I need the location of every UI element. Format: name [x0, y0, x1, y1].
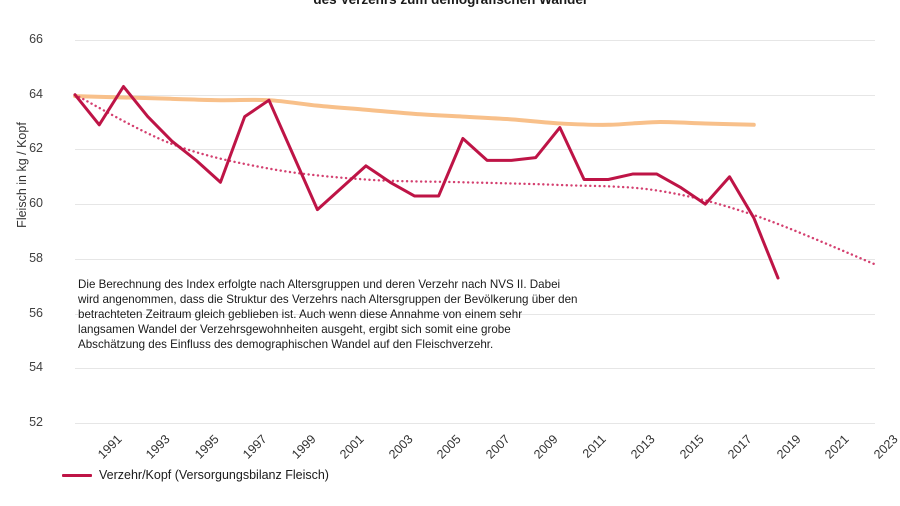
- x-axis-tick-label: 2015: [676, 432, 707, 462]
- x-axis-tick-label: 2023: [870, 432, 900, 462]
- gridline: [75, 423, 875, 424]
- x-axis-tick-label: 2005: [434, 432, 465, 462]
- chart-title: des Verzehrs zum demografischen Wandel: [0, 0, 900, 7]
- series-line-2: [73, 93, 877, 266]
- y-axis-tick-label: 56: [29, 305, 43, 320]
- annotation-text: Die Berechnung des Index erfolgte nach A…: [78, 278, 578, 352]
- data-series-layer: [73, 85, 877, 280]
- chart-legend: Verzehr/Kopf (Versorgungsbilanz Fleisch): [62, 468, 329, 482]
- y-axis-tick-label: 60: [29, 196, 43, 211]
- x-axis-tick-label: 1995: [192, 432, 222, 462]
- legend-swatch: [62, 473, 92, 477]
- x-axis-tick-label: 2017: [725, 432, 756, 462]
- plot-area: 66 64 62 60 58 56 54 52 1991 1993 1995 1997 1999 200…: [29, 32, 900, 462]
- x-axis-tick-label: 2003: [386, 432, 416, 462]
- series-line-0: [73, 85, 780, 280]
- y-axis-tick-label: 54: [29, 360, 43, 375]
- x-axis-tick-label: 1993: [143, 432, 174, 462]
- x-axis-tick-label: 2007: [483, 432, 513, 462]
- x-axis-tick-label: 2013: [628, 432, 659, 462]
- y-axis-tick-label: 52: [29, 415, 43, 429]
- x-axis-tick-label: 2019: [773, 432, 804, 462]
- y-axis-title: Fleisch in kg / Kopf: [15, 122, 29, 228]
- series-line-1: [73, 94, 756, 127]
- x-axis-tick-label: 2001: [337, 432, 368, 462]
- x-axis-tick-label: 2011: [579, 432, 609, 461]
- legend-label: Verzehr/Kopf (Versorgungsbilanz Fleisch): [99, 468, 329, 482]
- x-axis-tick-label: 1997: [240, 432, 271, 462]
- x-axis-tick-label: 1991: [95, 432, 125, 462]
- gridline: [75, 40, 875, 41]
- y-axis-tick-label: 58: [29, 250, 43, 265]
- gridline: [75, 204, 875, 206]
- gridline: [75, 258, 875, 260]
- x-axis-tick-label: 2021: [822, 432, 852, 462]
- x-axis-tick-label: 1999: [289, 432, 319, 462]
- gridline: [75, 368, 875, 370]
- gridline: [75, 313, 875, 315]
- y-axis-tick-label: 66: [29, 32, 43, 46]
- y-axis-tick-label: 64: [29, 86, 43, 101]
- x-axis-tick-label: 2009: [531, 432, 562, 462]
- y-axis-tick-label: 62: [29, 141, 43, 156]
- gridline: [75, 94, 875, 96]
